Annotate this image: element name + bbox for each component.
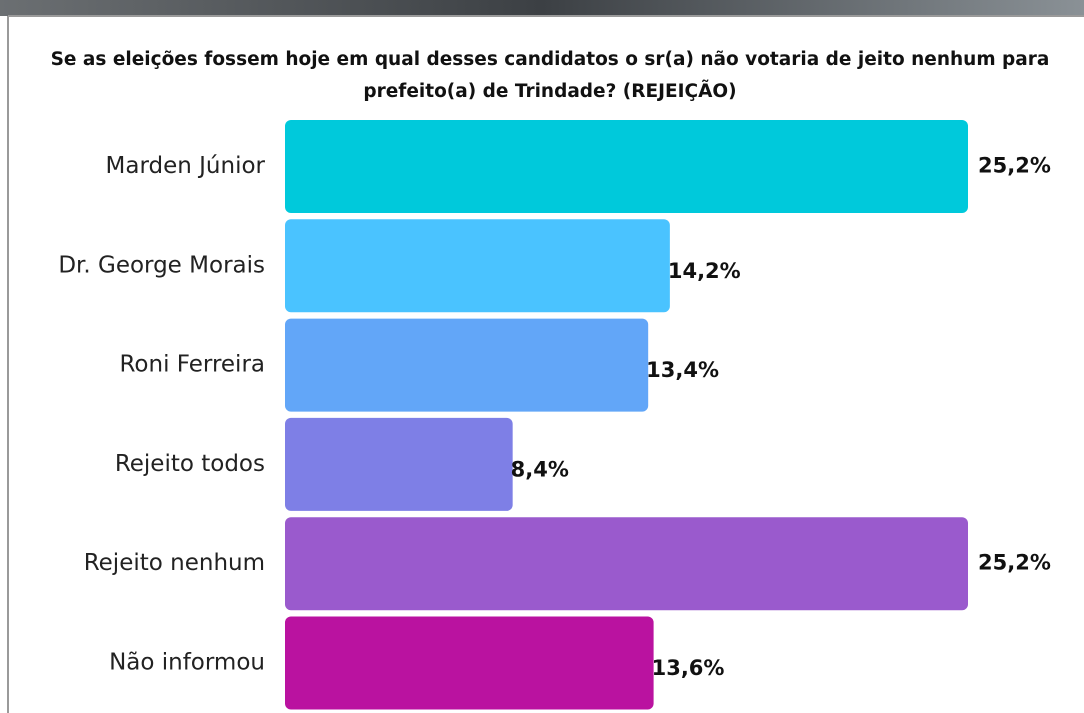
value-label: 14,2% [668, 259, 741, 283]
bar [285, 517, 968, 611]
category-label: Rejeito nenhum [84, 550, 265, 576]
value-label: 13,6% [652, 656, 725, 680]
category-label: Rejeito todos [115, 451, 265, 477]
bar [285, 219, 670, 313]
bar [285, 417, 513, 511]
bar [285, 120, 968, 213]
header-photo-strip [0, 0, 1084, 16]
value-label: 13,4% [646, 358, 719, 382]
bar [285, 318, 649, 412]
category-label: Marden Júnior [106, 153, 266, 179]
value-label: 25,2% [978, 551, 1051, 575]
category-label: Dr. George Morais [58, 252, 265, 278]
category-label: Roni Ferreira [119, 352, 265, 378]
chart-title: Se as eleições fossem hoje em qual desse… [50, 49, 1050, 102]
bar [285, 616, 654, 710]
value-label: 8,4% [511, 457, 569, 481]
category-label: Não informou [109, 650, 265, 676]
value-label: 25,2% [978, 154, 1051, 178]
